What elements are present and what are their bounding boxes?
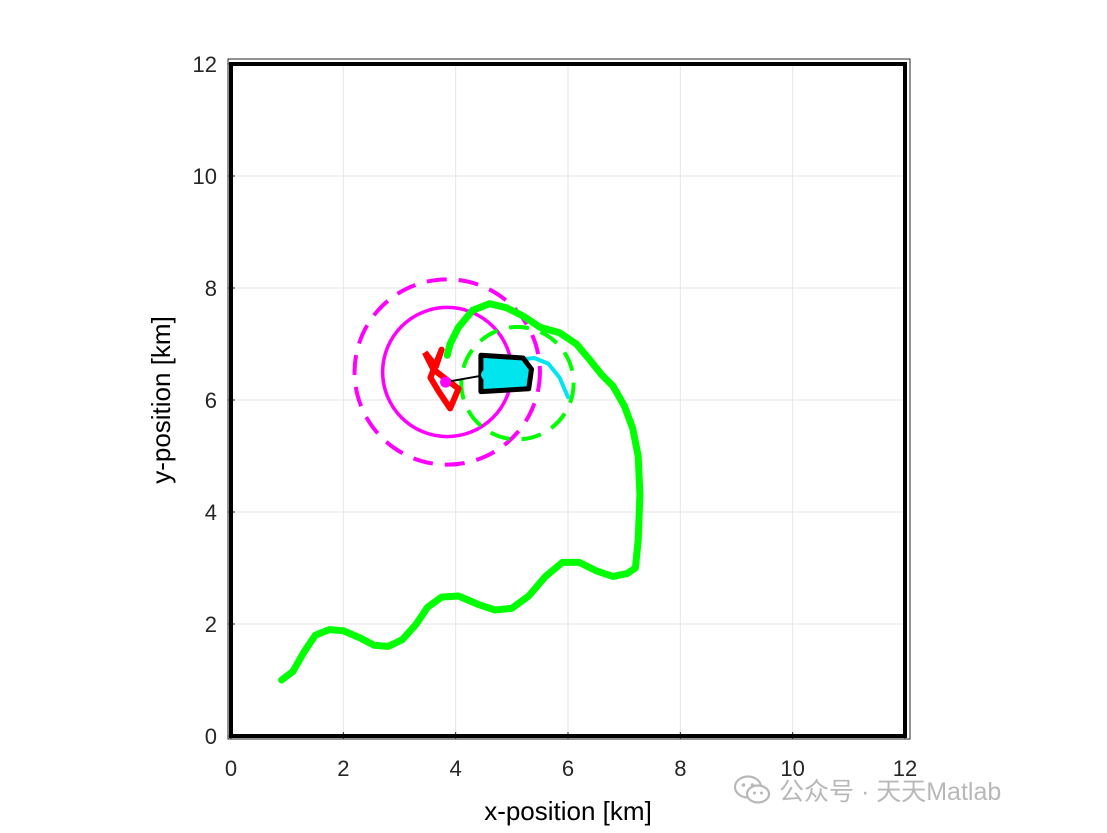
y-tick-label: 6 — [205, 388, 217, 413]
x-tick-label: 10 — [780, 756, 804, 781]
target-path-line — [278, 300, 644, 684]
pursuer-position-marker — [481, 369, 493, 381]
y-tick-label: 10 — [193, 164, 217, 189]
target-position-marker — [440, 376, 452, 388]
watermark: 公众号 · 天天Matlab — [733, 772, 1001, 808]
y-tick-label: 0 — [205, 724, 217, 749]
y-tick-label: 12 — [193, 52, 217, 77]
target-sensor-outer-circle — [352, 277, 542, 467]
boundary-square — [229, 62, 907, 738]
y-tick-label: 2 — [205, 612, 217, 637]
x-tick-label: 2 — [337, 756, 349, 781]
x-tick-label: 0 — [225, 756, 237, 781]
x-tick-label: 8 — [674, 756, 686, 781]
y-tick-label: 4 — [205, 500, 217, 525]
x-tick-label: 6 — [562, 756, 574, 781]
pursuer-sensor-circle — [459, 325, 576, 442]
x-tick-label: 12 — [893, 756, 917, 781]
plot-content — [229, 62, 907, 738]
connector-line — [445, 373, 487, 384]
wechat-icon — [733, 775, 771, 804]
grid — [230, 63, 906, 737]
target-shape — [422, 346, 462, 412]
pursuer-shape — [478, 352, 534, 395]
ticks: 0 2 4 6 8 10 12 0 2 4 6 8 10 12 — [193, 52, 918, 781]
x-tick-label: 4 — [450, 756, 462, 781]
y-axis-label: y-position [km] — [146, 316, 176, 484]
y-tick-label: 8 — [205, 276, 217, 301]
watermark-text: 公众号 · 天天Matlab — [779, 778, 1002, 806]
axes-box — [227, 58, 911, 740]
x-axis-label: x-position [km] — [484, 796, 652, 826]
